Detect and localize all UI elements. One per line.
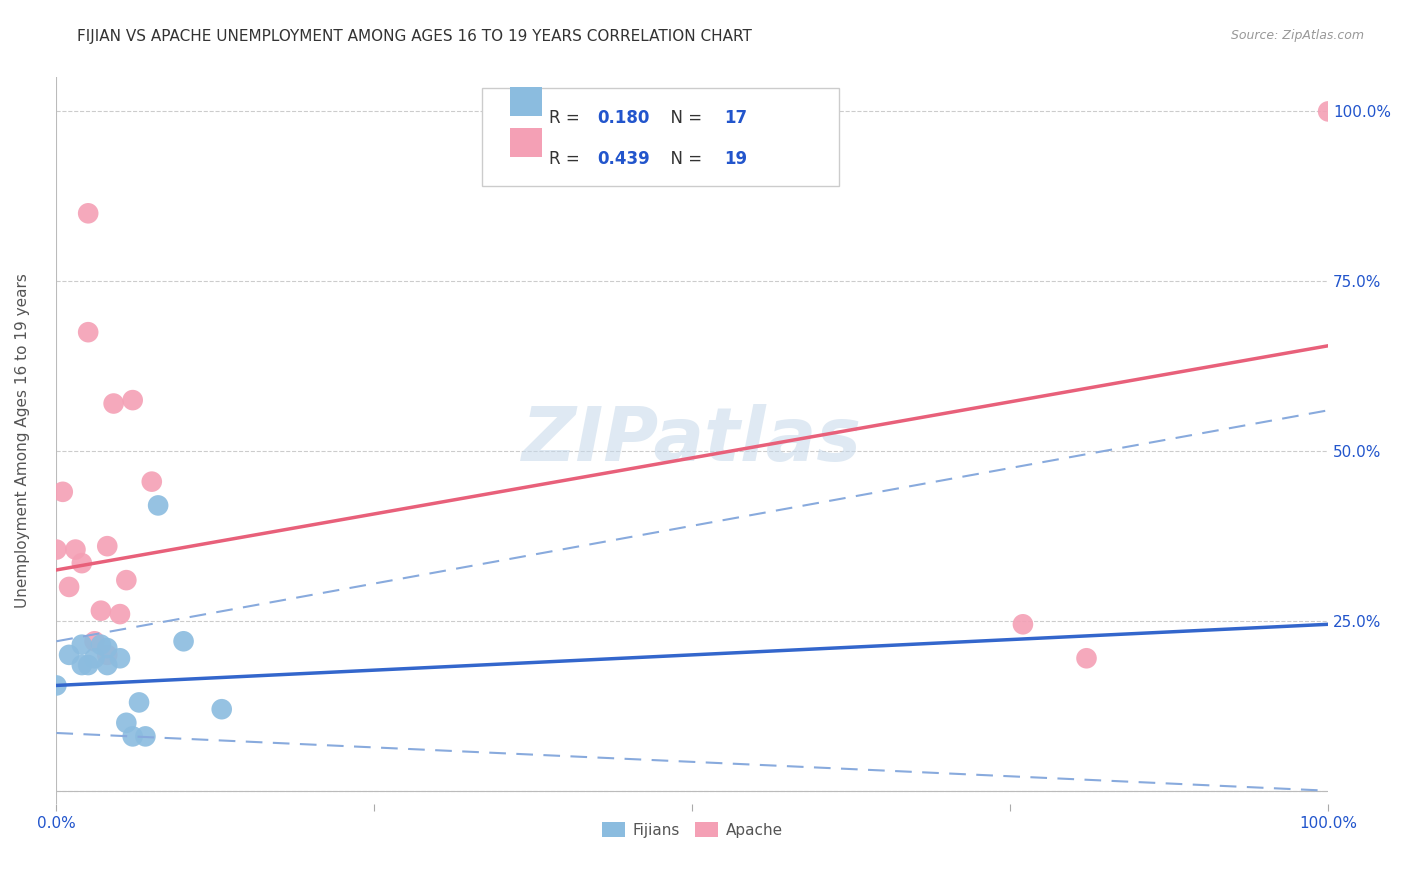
Legend: Fijians, Apache: Fijians, Apache: [596, 815, 789, 844]
Point: [121, 730, 143, 744]
Point: [134, 730, 156, 744]
Point: [1317, 104, 1340, 119]
Point: [83, 634, 105, 648]
Point: [103, 396, 125, 410]
Text: N =: N =: [661, 150, 707, 168]
FancyBboxPatch shape: [510, 128, 543, 157]
Point: [141, 475, 163, 489]
Text: 0.180: 0.180: [598, 109, 650, 127]
Point: [65, 542, 87, 557]
Text: ZIPatlas: ZIPatlas: [522, 404, 862, 477]
FancyBboxPatch shape: [482, 88, 838, 186]
Point: [96, 539, 118, 553]
Point: [90, 604, 112, 618]
Point: [96, 648, 118, 662]
Point: [115, 715, 138, 730]
Text: R =: R =: [548, 150, 585, 168]
Text: 17: 17: [724, 109, 747, 127]
Point: [108, 607, 131, 621]
Point: [146, 499, 169, 513]
Point: [173, 634, 195, 648]
Point: [45, 678, 67, 692]
Point: [70, 658, 93, 673]
Point: [96, 658, 118, 673]
Point: [70, 556, 93, 570]
Point: [211, 702, 233, 716]
Text: FIJIAN VS APACHE UNEMPLOYMENT AMONG AGES 16 TO 19 YEARS CORRELATION CHART: FIJIAN VS APACHE UNEMPLOYMENT AMONG AGES…: [77, 29, 752, 44]
Point: [52, 484, 75, 499]
Point: [1076, 651, 1098, 665]
Point: [108, 651, 131, 665]
Point: [77, 658, 100, 673]
Text: Source: ZipAtlas.com: Source: ZipAtlas.com: [1230, 29, 1364, 42]
Text: N =: N =: [661, 109, 707, 127]
Point: [70, 638, 93, 652]
Point: [83, 651, 105, 665]
Text: R =: R =: [548, 109, 585, 127]
Point: [77, 206, 100, 220]
Point: [115, 573, 138, 587]
Point: [58, 580, 80, 594]
FancyBboxPatch shape: [510, 87, 543, 116]
Point: [45, 542, 67, 557]
Point: [96, 641, 118, 656]
Point: [128, 695, 150, 709]
Y-axis label: Unemployment Among Ages 16 to 19 years: Unemployment Among Ages 16 to 19 years: [15, 274, 30, 608]
Text: 19: 19: [724, 150, 747, 168]
Point: [90, 638, 112, 652]
Text: 0.439: 0.439: [598, 150, 650, 168]
Point: [77, 325, 100, 339]
Point: [58, 648, 80, 662]
Point: [121, 393, 143, 408]
Point: [1012, 617, 1035, 632]
